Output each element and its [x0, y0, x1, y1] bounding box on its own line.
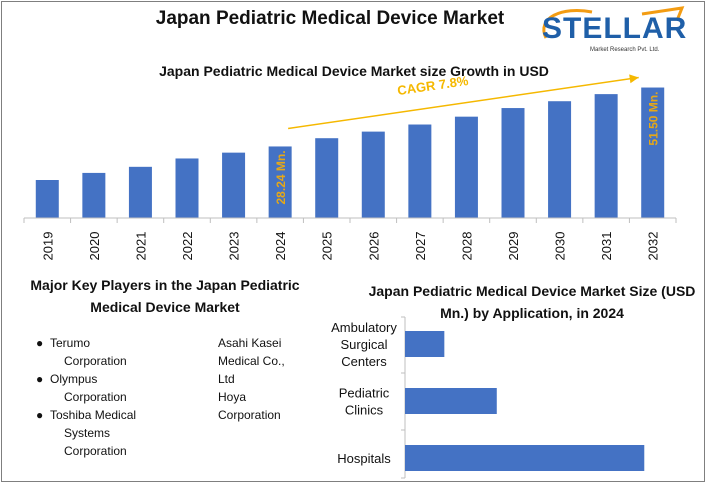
bullet-icon: ●	[36, 408, 44, 422]
x-tick-label: 2022	[180, 232, 195, 261]
x-tick-label: 2019	[40, 232, 55, 261]
stellar-logo: STELLAR Market Research Pvt. Ltd.	[542, 6, 687, 53]
data-label: 28.24 Mn.	[274, 150, 288, 204]
bar-2030	[548, 101, 572, 218]
x-tick-label: 2020	[87, 232, 102, 261]
bar-2025	[315, 138, 339, 218]
bar-2029	[501, 108, 525, 218]
x-tick-label: 2029	[506, 232, 521, 261]
y-tick-label: Pediatric	[339, 386, 390, 401]
x-tick-label: 2024	[273, 232, 288, 261]
x-tick-label: 2032	[646, 232, 661, 261]
bar-2024	[268, 146, 292, 218]
player-item: ● Toshiba Medical Systems Corporation	[36, 408, 137, 458]
y-tick-label: Surgical	[341, 337, 388, 352]
key-players-col1: ● Terumo Corporation ● Olympus Corporati…	[36, 334, 206, 460]
key-players-title: Major Key Players in the Japan Pediatric…	[30, 277, 300, 315]
player-line: Ltd	[218, 372, 235, 386]
bar-2026	[361, 131, 385, 218]
x-tick-label: 2023	[227, 232, 242, 261]
hbar-1	[405, 388, 497, 414]
x-tick-label: 2025	[320, 232, 335, 261]
bar-2028	[454, 116, 478, 218]
cagr-arrow-head	[629, 74, 639, 84]
x-tick-label: 2030	[553, 232, 568, 261]
bullet-icon: ●	[36, 372, 44, 386]
player-line: Asahi Kasei	[218, 336, 282, 350]
x-tick-label: 2027	[413, 232, 428, 261]
bar-2032	[641, 87, 665, 219]
hbar-2	[405, 445, 645, 471]
bar-2023	[222, 152, 246, 218]
y-tick-label: Ambulatory	[331, 320, 397, 335]
svg-text:Market Research Pvt. Ltd.: Market Research Pvt. Ltd.	[590, 47, 660, 53]
y-tick-label: Clinics	[345, 403, 384, 418]
player-line: Hoya	[218, 390, 247, 404]
player-line: Medical Co.,	[218, 354, 285, 368]
bar-2031	[594, 94, 618, 218]
x-tick-label: 2028	[459, 232, 474, 261]
player-item: ● Olympus Corporation	[36, 372, 127, 404]
bar-chart-title: Japan Pediatric Medical Device Market si…	[159, 63, 549, 79]
bar-2020	[82, 172, 106, 218]
page-title: Japan Pediatric Medical Device Market	[155, 8, 505, 29]
y-tick-label: Hospitals	[337, 451, 391, 466]
x-tick-label: 2021	[133, 232, 148, 261]
bar-2021	[128, 166, 152, 218]
cagr-arrow	[288, 76, 639, 130]
x-tick-label: 2031	[599, 232, 614, 261]
x-tick-label: 2026	[366, 232, 381, 261]
key-players-col2: Asahi Kasei Medical Co., Ltd Hoya Corpor…	[218, 334, 328, 424]
svg-text:STELLAR: STELLAR	[542, 12, 687, 45]
y-tick-label: Centers	[341, 354, 387, 369]
bar-2019	[35, 180, 59, 218]
hbar-0	[405, 331, 445, 357]
bar-2027	[408, 124, 432, 218]
player-item: ● Terumo Corporation	[36, 336, 127, 368]
bullet-icon: ●	[36, 336, 44, 350]
cagr-label: CAGR 7.8%	[396, 73, 469, 98]
hbar-chart-title: Japan Pediatric Medical Device Market Si…	[368, 283, 696, 321]
data-label: 51.50 Mn.	[647, 92, 661, 146]
player-line: Corporation	[218, 408, 281, 422]
bar-2022	[175, 158, 199, 218]
